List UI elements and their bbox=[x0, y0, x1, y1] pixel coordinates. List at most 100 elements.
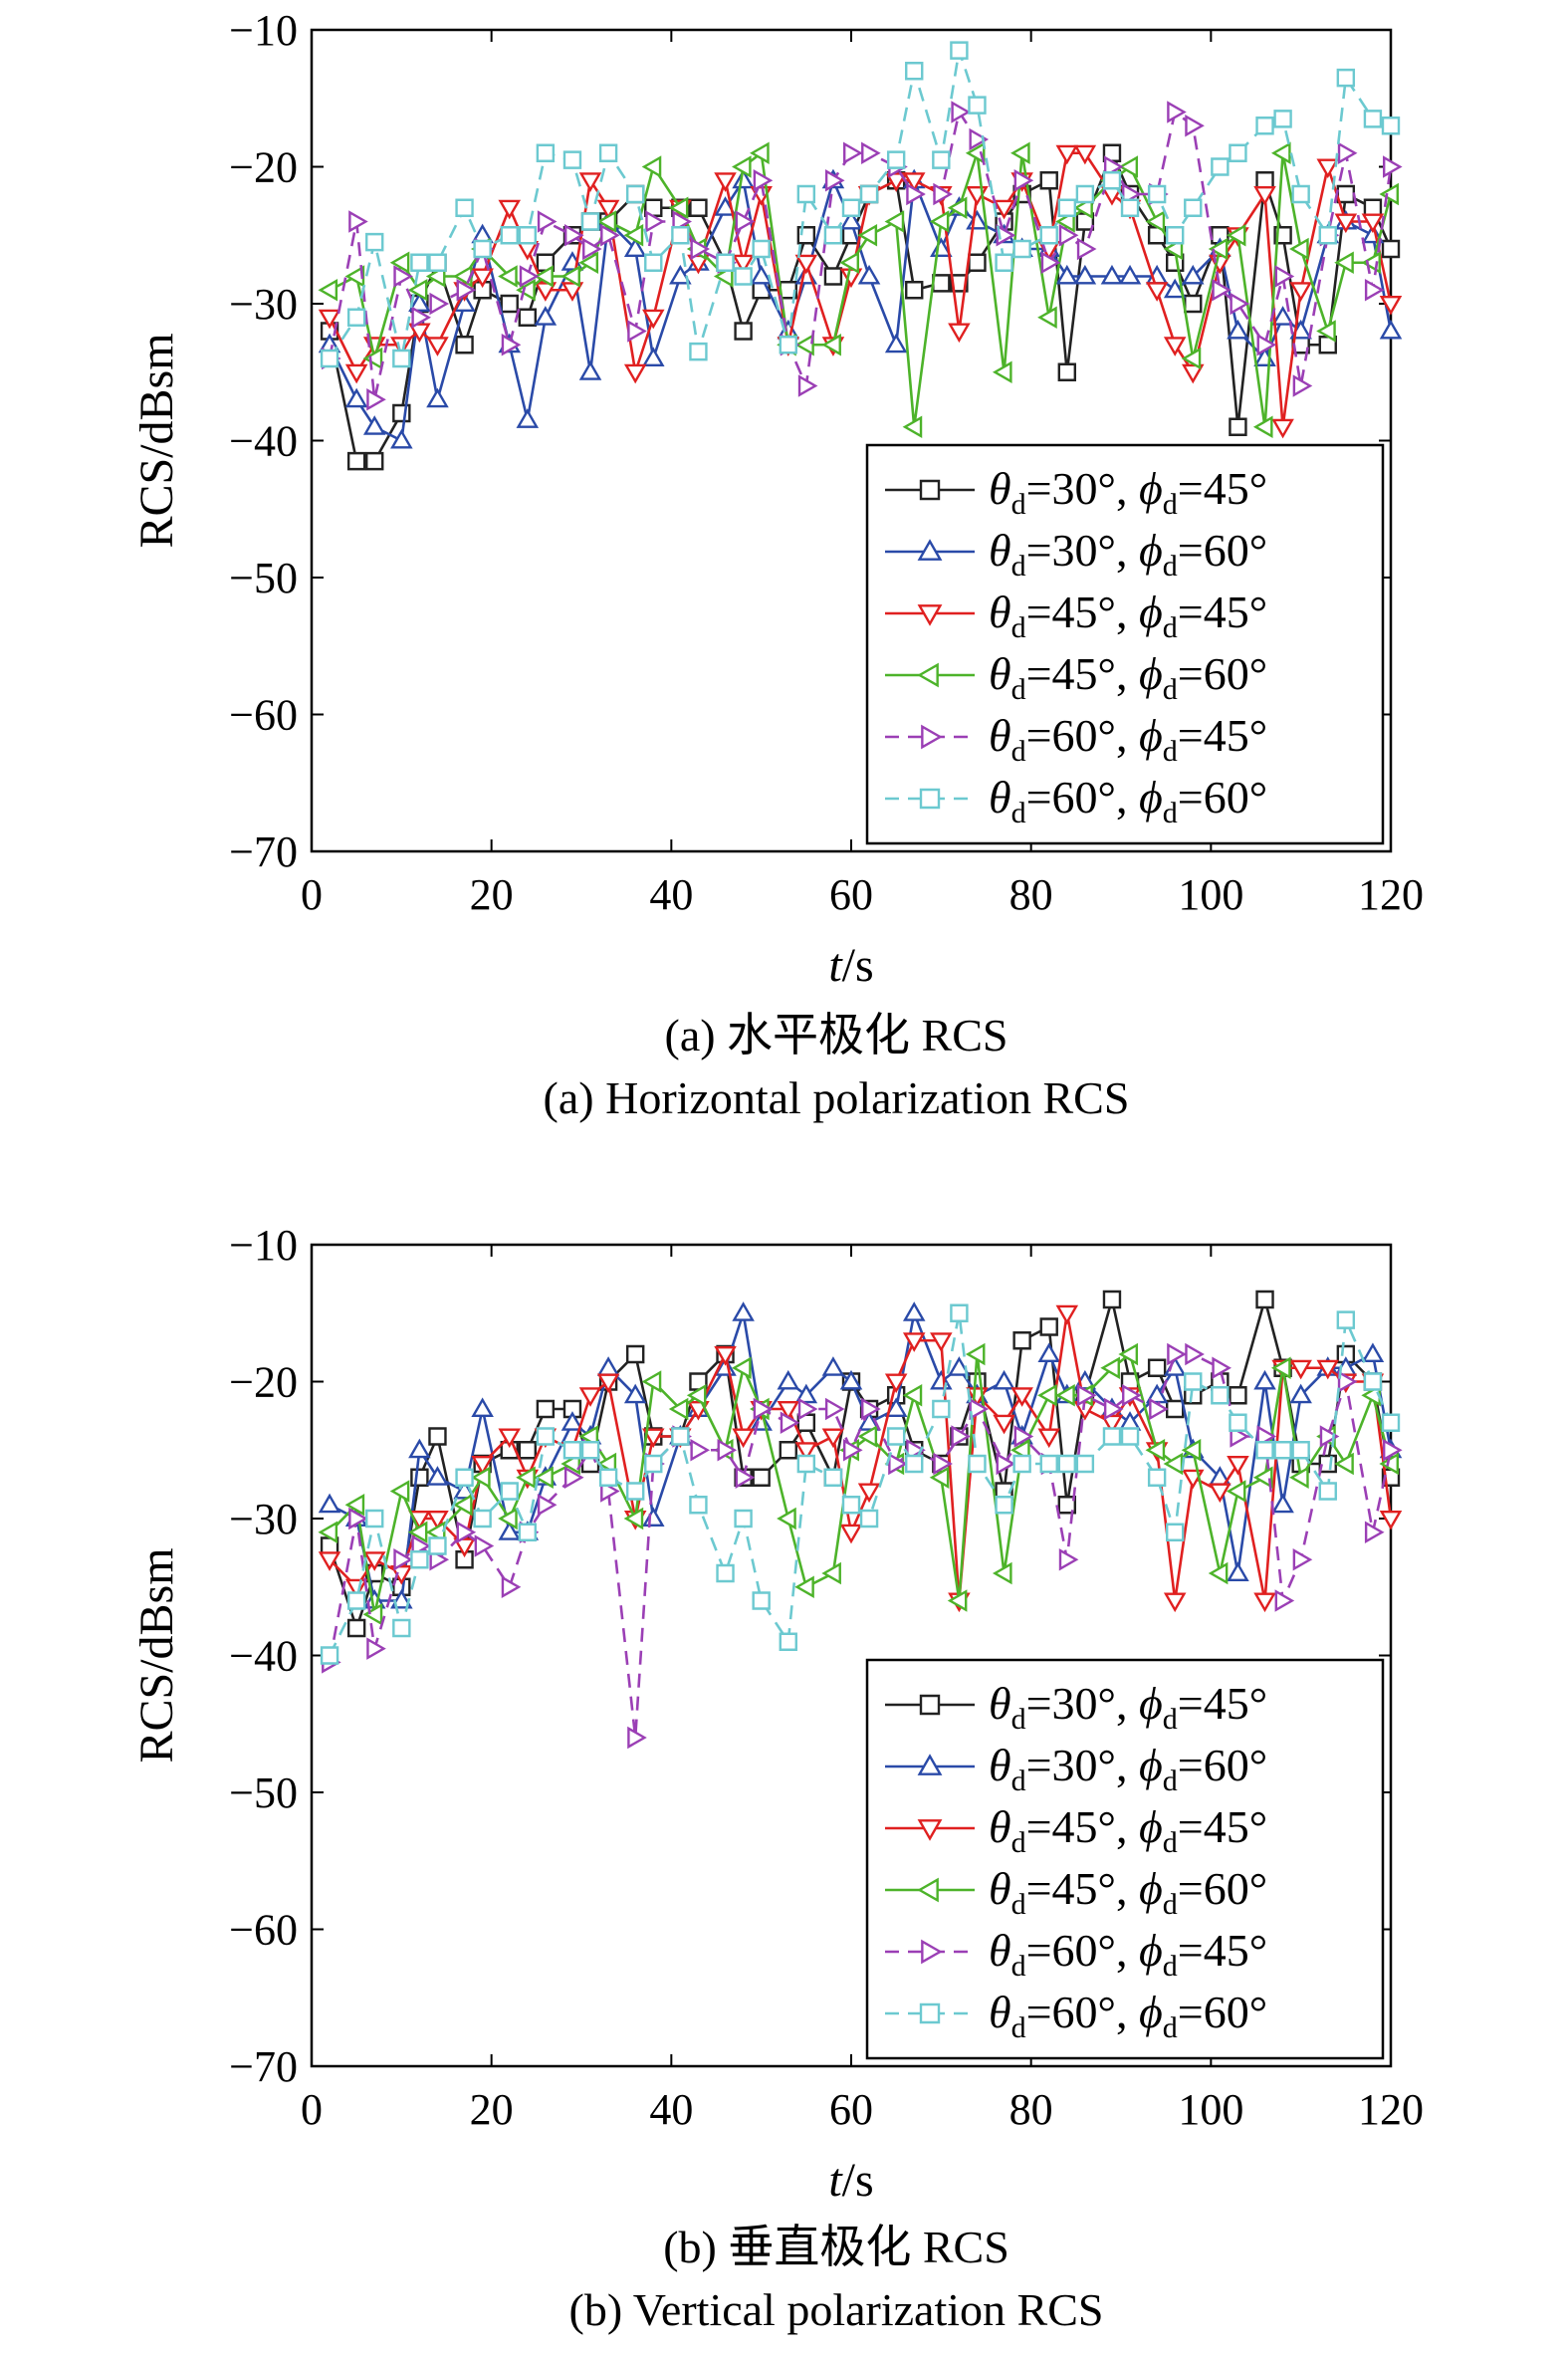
data-point bbox=[1102, 171, 1122, 190]
data-point bbox=[389, 1480, 410, 1503]
legend-marker bbox=[919, 2002, 941, 2024]
data-point bbox=[1361, 213, 1385, 234]
data-point bbox=[346, 1618, 366, 1638]
data-point bbox=[516, 278, 536, 302]
data-point bbox=[518, 1523, 537, 1541]
data-point bbox=[794, 254, 818, 275]
data-point bbox=[455, 1468, 474, 1487]
y-axis-label: RCS/dBsm bbox=[130, 333, 183, 548]
legend-label: θd=60°, ϕd=60° bbox=[989, 772, 1267, 829]
data-point bbox=[884, 1373, 908, 1394]
data-point bbox=[1363, 1372, 1383, 1391]
data-point bbox=[1334, 213, 1358, 234]
data-point bbox=[1336, 1310, 1356, 1329]
data-point bbox=[1166, 1523, 1185, 1541]
data-point bbox=[1379, 182, 1399, 206]
x-tick-label: 40 bbox=[649, 870, 693, 919]
data-point bbox=[717, 1438, 738, 1462]
data-point bbox=[1256, 333, 1277, 356]
data-point bbox=[905, 62, 924, 81]
series-6 bbox=[320, 1303, 1401, 1665]
data-point bbox=[948, 323, 971, 344]
data-point bbox=[426, 337, 449, 356]
data-point bbox=[1181, 264, 1205, 285]
data-point bbox=[993, 1414, 1015, 1435]
legend-label: θd=30°, ϕd=60° bbox=[989, 1740, 1267, 1797]
data-point bbox=[821, 1356, 845, 1376]
data-point bbox=[796, 226, 816, 245]
data-point bbox=[1379, 319, 1403, 340]
data-point bbox=[734, 322, 753, 341]
x-axis-label: t/s bbox=[828, 939, 873, 992]
data-point bbox=[839, 1369, 863, 1390]
data-point bbox=[1270, 141, 1291, 165]
data-point bbox=[1073, 144, 1097, 165]
data-point bbox=[578, 360, 602, 380]
data-point bbox=[501, 333, 522, 356]
x-tick-label: 80 bbox=[1009, 2085, 1053, 2134]
data-point bbox=[408, 323, 431, 344]
data-point bbox=[644, 253, 663, 272]
x-tick-label: 20 bbox=[470, 870, 514, 919]
data-point bbox=[857, 1411, 881, 1431]
data-point bbox=[626, 1482, 645, 1501]
data-point bbox=[690, 1438, 711, 1462]
data-point bbox=[933, 1452, 953, 1476]
data-point bbox=[1270, 1356, 1291, 1380]
data-point bbox=[1289, 1383, 1312, 1404]
data-point bbox=[1334, 1452, 1354, 1476]
data-point bbox=[500, 294, 519, 314]
data-point bbox=[669, 264, 692, 285]
data-point bbox=[902, 172, 926, 192]
data-point bbox=[1012, 239, 1031, 259]
data-point bbox=[1379, 296, 1403, 316]
legend-marker bbox=[919, 479, 941, 501]
data-point bbox=[501, 1575, 522, 1599]
data-point bbox=[1227, 1456, 1249, 1476]
data-point bbox=[843, 1438, 863, 1462]
data-point bbox=[641, 347, 665, 366]
data-point bbox=[562, 1399, 582, 1419]
data-point bbox=[1252, 1466, 1273, 1490]
data-point bbox=[1255, 117, 1274, 135]
data-point bbox=[1057, 198, 1076, 217]
data-point bbox=[410, 1550, 429, 1569]
data-point bbox=[366, 387, 386, 411]
data-point bbox=[753, 168, 774, 192]
data-point bbox=[1167, 101, 1187, 123]
data-point bbox=[780, 1411, 800, 1435]
legend-marker bbox=[919, 788, 941, 810]
data-point bbox=[471, 1397, 494, 1417]
legend: θd=30°, ϕd=45°θd=30°, ϕd=60°θd=45°, ϕd=4… bbox=[865, 1658, 1385, 2060]
data-point bbox=[318, 1521, 338, 1544]
data-point bbox=[1100, 264, 1124, 285]
data-point bbox=[905, 1454, 924, 1474]
data-point bbox=[498, 1428, 522, 1449]
data-point bbox=[992, 360, 1012, 384]
data-point bbox=[1229, 143, 1247, 162]
data-point bbox=[452, 1493, 473, 1517]
data-point bbox=[731, 1356, 752, 1380]
data-point bbox=[1122, 1383, 1142, 1407]
data-point bbox=[1184, 1372, 1203, 1391]
data-point bbox=[645, 210, 665, 233]
data-point bbox=[794, 1442, 818, 1462]
data-point bbox=[1037, 1428, 1061, 1449]
data-point bbox=[732, 1428, 755, 1449]
data-point bbox=[498, 265, 518, 288]
data-point bbox=[596, 1356, 620, 1376]
data-point bbox=[932, 274, 951, 293]
data-point bbox=[1118, 155, 1139, 178]
data-point bbox=[930, 1332, 953, 1352]
data-point bbox=[905, 281, 924, 300]
data-point bbox=[348, 210, 368, 233]
data-point bbox=[407, 278, 428, 302]
y-tick-label: −70 bbox=[229, 827, 298, 876]
x-tick-label: 120 bbox=[1358, 2085, 1424, 2134]
legend-marker bbox=[917, 1754, 943, 1775]
data-point bbox=[598, 1468, 618, 1487]
data-point bbox=[500, 226, 519, 245]
data-point bbox=[714, 1346, 737, 1366]
x-tick-label: 0 bbox=[301, 870, 323, 919]
